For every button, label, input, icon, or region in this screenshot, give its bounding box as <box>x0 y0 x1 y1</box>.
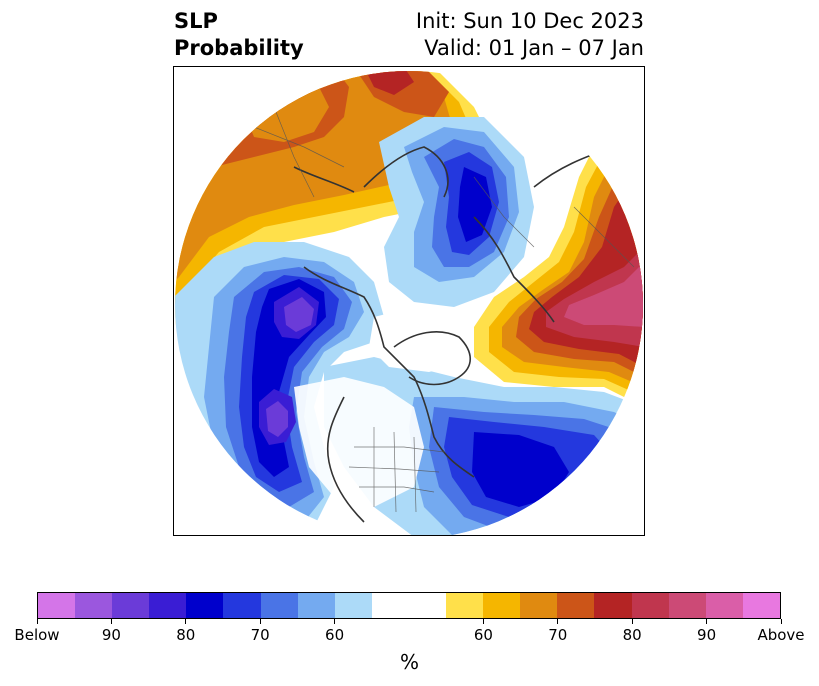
colorbar-swatch-above-1 <box>483 593 521 618</box>
colorbar-tick-mark <box>36 619 38 624</box>
colorbar-tick-mark <box>259 619 261 624</box>
colorbar-tick-label: 70 <box>250 626 270 644</box>
valid-range: Valid: 01 Jan – 07 Jan <box>424 36 644 60</box>
colorbar-swatch-above-4 <box>594 593 632 618</box>
colorbar-tick-mark <box>780 619 782 624</box>
colorbar-swatch-above-0 <box>446 593 484 618</box>
colorbar-swatch-below-1 <box>75 593 113 618</box>
probability-map <box>175 71 643 535</box>
colorbar-swatch-below-6 <box>260 593 298 618</box>
colorbar-tick-label: 80 <box>622 626 642 644</box>
colorbar-swatch-below-2 <box>112 593 150 618</box>
colorbar-swatch-above-5 <box>631 593 669 618</box>
colorbar-swatch-below-0 <box>38 593 76 618</box>
colorbar-swatch-below-4 <box>186 593 224 618</box>
colorbar-tick-label: 80 <box>176 626 196 644</box>
colorbar-tick-label: 70 <box>548 626 568 644</box>
colorbar-tick-label: 90 <box>101 626 121 644</box>
colorbar-swatch-below-7 <box>297 593 335 618</box>
colorbar-tick-mark <box>557 619 559 624</box>
borders <box>253 106 635 513</box>
colorbar-tick-label: Below <box>14 626 60 644</box>
colorbar-swatch-below-8 <box>334 593 372 618</box>
colorbar-tick-label: 60 <box>325 626 345 644</box>
colorbar-swatch-above-2 <box>520 593 558 618</box>
colorbar-swatch-above-6 <box>668 593 706 618</box>
title-right: Init: Sun 10 Dec 2023 Valid: 01 Jan – 07… <box>416 8 644 62</box>
colorbar-swatch-above-8 <box>742 593 780 618</box>
colorbar-swatch-neutral <box>371 593 447 618</box>
colorbar-tick-label: 90 <box>697 626 717 644</box>
colorbar-tick-mark <box>482 619 484 624</box>
colorbar-swatch-below-3 <box>149 593 187 618</box>
init-date: Init: Sun 10 Dec 2023 <box>415 9 644 33</box>
colorbar-swatch-above-7 <box>705 593 743 618</box>
colorbar-tick-mark <box>110 619 112 624</box>
colorbar-tick-mark <box>706 619 708 624</box>
colorbar-tick-label: 60 <box>473 626 493 644</box>
colorbar-unit-label: % <box>399 650 419 674</box>
colorbar-swatch-above-3 <box>557 593 595 618</box>
product-title: Probability <box>174 36 304 60</box>
central-white-arctic <box>294 307 474 507</box>
colorbar-tick-mark <box>631 619 633 624</box>
coastlines <box>293 146 615 523</box>
colorbar-swatch-below-5 <box>223 593 261 618</box>
colorbar-tick-mark <box>185 619 187 624</box>
title-left: SLP Probability <box>174 8 304 62</box>
probability-field <box>175 71 643 535</box>
map-panel <box>173 66 645 536</box>
colorbar-tick-label: Above <box>757 626 805 644</box>
colorbar <box>37 592 781 619</box>
colorbar-tick-mark <box>334 619 336 624</box>
above-east-asia <box>474 127 643 407</box>
variable-title: SLP <box>174 9 218 33</box>
